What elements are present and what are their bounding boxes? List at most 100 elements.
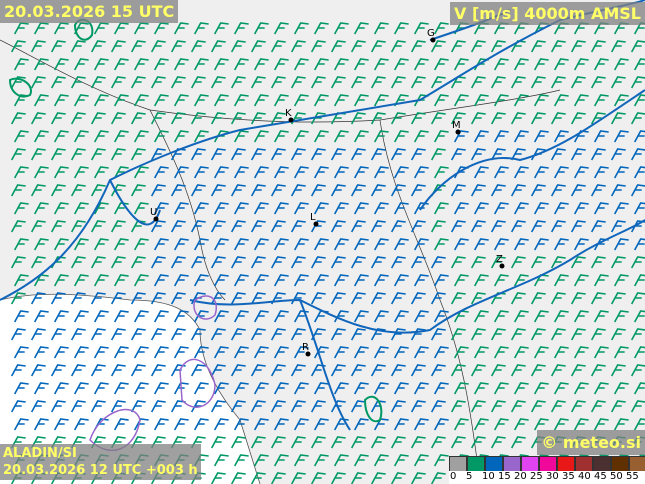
wind-barb [390, 184, 406, 197]
wind-barb [190, 112, 206, 125]
wind-barb [630, 148, 645, 161]
wind-barb [310, 400, 326, 413]
wind-barb [53, 22, 69, 35]
wind-barb [370, 292, 386, 305]
wind-barb [173, 310, 189, 323]
wind-barb [510, 112, 526, 125]
wind-barb [513, 382, 529, 395]
city-marker [455, 129, 461, 135]
legend-swatch [539, 456, 557, 472]
wind-barb [533, 58, 549, 71]
wind-barb [470, 112, 486, 125]
wind-barb [193, 22, 209, 35]
wind-barb [50, 292, 66, 305]
wind-barb [393, 382, 409, 395]
wind-barb [193, 346, 209, 359]
wind-barb [553, 130, 569, 143]
wind-barb [350, 256, 366, 269]
wind-barb [593, 166, 609, 179]
wind-barb [530, 220, 546, 233]
model-name: ALADIN/SI [3, 446, 77, 461]
wind-barb [313, 454, 329, 467]
wind-barb [213, 418, 229, 431]
wind-barb [10, 220, 26, 233]
legend-tick: 45 [594, 471, 607, 482]
wind-barb [153, 418, 169, 431]
wind-barb [533, 166, 549, 179]
wind-barb [53, 58, 69, 71]
wind-barb [413, 166, 429, 179]
wind-barb [153, 310, 169, 323]
wind-barb [333, 166, 349, 179]
wind-barb [390, 256, 406, 269]
wind-barb [353, 202, 369, 215]
wind-barb [250, 292, 266, 305]
wind-barb [513, 202, 529, 215]
wind-barb [353, 418, 369, 431]
wind-barb [170, 112, 186, 125]
wind-barb [530, 400, 546, 413]
wind-barb [73, 418, 89, 431]
wind-barb [113, 346, 129, 359]
wind-barb [10, 184, 26, 197]
wind-barb [273, 310, 289, 323]
wind-barb [390, 148, 406, 161]
wind-barb [570, 40, 586, 53]
wind-barb [493, 130, 509, 143]
wind-barb [270, 220, 286, 233]
wind-barb [210, 472, 226, 484]
wind-barb [293, 202, 309, 215]
wind-barb [73, 346, 89, 359]
wind-barb [270, 184, 286, 197]
wind-barb [270, 436, 286, 449]
wind-barb [93, 238, 109, 251]
wind-barb [250, 472, 266, 484]
city-marker [305, 351, 311, 357]
wind-barb [573, 238, 589, 251]
wind-barb [593, 58, 609, 71]
wind-barb [13, 202, 29, 215]
wind-barb [633, 166, 645, 179]
wind-barb [250, 256, 266, 269]
wind-barb [73, 58, 89, 71]
wind-barb [370, 328, 386, 341]
wind-barb [430, 76, 446, 89]
wind-barb [210, 364, 226, 377]
wind-barb [430, 436, 446, 449]
wind-barb [330, 220, 346, 233]
city-label: G [427, 28, 435, 39]
wind-barb [550, 220, 566, 233]
wind-barb [570, 76, 586, 89]
wind-barb [270, 364, 286, 377]
wind-barb [190, 184, 206, 197]
wind-barb [333, 94, 349, 107]
wind-barb [553, 94, 569, 107]
wind-barb [593, 202, 609, 215]
wind-barb [13, 310, 29, 323]
wind-barb [53, 274, 69, 287]
wind-barb [473, 274, 489, 287]
wind-barb [193, 274, 209, 287]
wind-barb [590, 220, 606, 233]
wind-barb [610, 76, 626, 89]
wind-barb [273, 166, 289, 179]
wind-barb [413, 382, 429, 395]
wind-barb [170, 40, 186, 53]
wind-barb [110, 40, 126, 53]
wind-barb [133, 346, 149, 359]
wind-barb [73, 274, 89, 287]
wind-barb [233, 418, 249, 431]
wind-barb [113, 58, 129, 71]
wind-barb [50, 40, 66, 53]
wind-barb [490, 76, 506, 89]
wind-barb [270, 148, 286, 161]
wind-barb [153, 130, 169, 143]
wind-barb [290, 364, 306, 377]
wind-barb [150, 364, 166, 377]
wind-barb [233, 238, 249, 251]
wind-barb [350, 292, 366, 305]
wind-barb [493, 346, 509, 359]
wind-barb [30, 328, 46, 341]
wind-barb [473, 310, 489, 323]
wind-barb [10, 400, 26, 413]
